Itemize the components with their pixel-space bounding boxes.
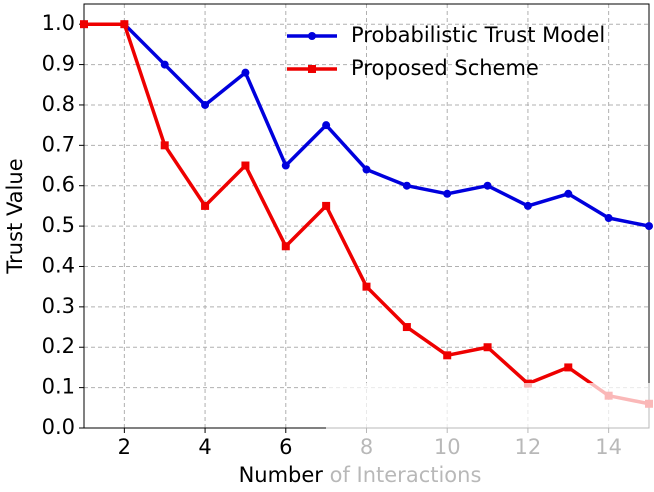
x-tick-label: 2 (118, 435, 131, 459)
marker (362, 282, 371, 291)
y-tick-label: 0.3 (42, 294, 75, 318)
marker (564, 363, 573, 372)
marker (443, 351, 452, 360)
x-tick-label: 6 (279, 435, 292, 459)
marker (362, 165, 371, 174)
marker (322, 201, 331, 210)
marker (281, 161, 290, 170)
y-tick-label: 0.9 (42, 52, 75, 76)
y-tick-label: 0.5 (42, 213, 75, 237)
y-tick-label: 0.1 (42, 375, 75, 399)
legend-marker (308, 32, 316, 40)
marker (483, 181, 492, 190)
y-tick-label: 0.7 (42, 132, 75, 156)
marker (281, 242, 290, 251)
y-tick-label: 0.6 (42, 173, 75, 197)
marker (402, 181, 411, 190)
y-tick-label: 0.0 (42, 415, 75, 439)
legend-label: Probabilistic Trust Model (351, 23, 605, 47)
marker (160, 141, 169, 150)
y-tick-label: 0.8 (42, 92, 75, 116)
marker (564, 189, 573, 198)
y-axis-label: Trust Value (3, 158, 27, 274)
x-tick-label: 4 (198, 435, 211, 459)
fade-overlay (326, 383, 654, 488)
legend-label: Proposed Scheme (351, 56, 539, 80)
marker (604, 214, 613, 223)
y-tick-label: 1.0 (42, 11, 75, 35)
marker (645, 222, 653, 231)
marker (160, 60, 169, 69)
marker (402, 323, 411, 332)
y-tick-label: 0.2 (42, 334, 75, 358)
y-tick-label: 0.4 (42, 253, 75, 277)
marker (523, 201, 532, 210)
marker (443, 189, 452, 198)
marker (201, 100, 210, 109)
marker (201, 201, 210, 210)
marker (322, 121, 331, 130)
legend-marker (308, 65, 316, 73)
marker (241, 161, 250, 170)
marker (483, 343, 492, 352)
marker (120, 20, 129, 29)
marker (241, 68, 250, 77)
marker (80, 20, 88, 29)
